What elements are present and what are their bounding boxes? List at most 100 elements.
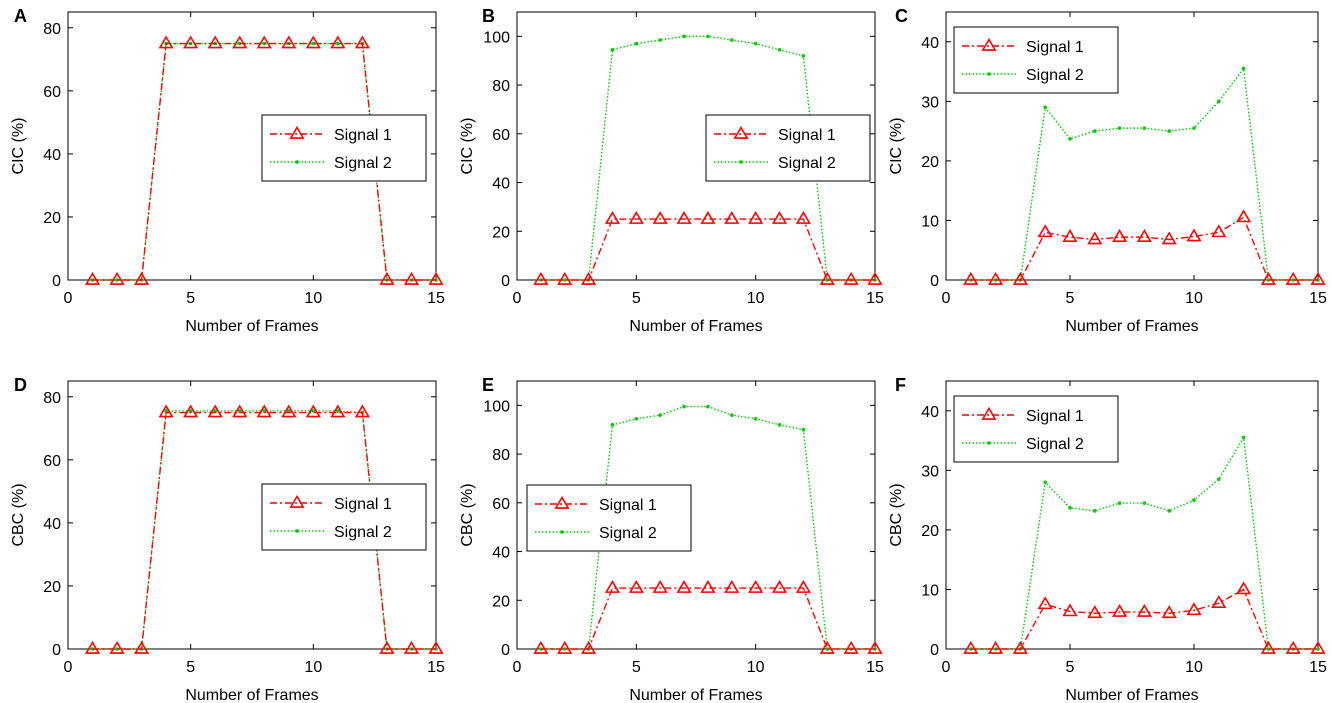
data-point-signal-2	[90, 647, 95, 651]
data-point-signal-1	[533, 640, 549, 654]
y-tick-label: 40	[492, 545, 510, 562]
data-point-signal-1	[281, 404, 297, 418]
data-point-signal-2	[1266, 647, 1271, 651]
data-point-signal-1	[1136, 603, 1152, 617]
data-point-signal-1	[581, 271, 597, 285]
legend-label-signal-2: Signal 2	[334, 155, 392, 172]
data-point-signal-1	[652, 580, 668, 593]
x-tick-label: 10	[747, 659, 765, 676]
data-point-signal-1	[1310, 640, 1326, 654]
data-point-signal-2	[634, 41, 639, 46]
data-point-signal-1	[604, 211, 621, 224]
data-point-signal-1	[819, 271, 835, 285]
y-tick-label: 40	[43, 516, 61, 533]
data-point-signal-1	[109, 271, 125, 285]
data-point-signal-1	[1211, 224, 1227, 238]
data-point-signal-1	[232, 35, 248, 49]
y-tick-label: 80	[492, 447, 510, 464]
data-point-signal-1	[676, 580, 692, 593]
chart-panel-f: F 0 5 10 15 0 10 20 30 40 Number of Frames CBC (%) S…	[888, 375, 1327, 703]
y-tick-label: 40	[43, 147, 61, 164]
data-point-signal-1	[676, 211, 692, 224]
y-tick-label: 0	[930, 273, 939, 290]
x-tick-label: 5	[1066, 290, 1075, 307]
y-axis-label: CBC (%)	[10, 483, 27, 546]
legend-label-signal-1: Signal 1	[334, 127, 392, 144]
data-point-signal-2	[825, 647, 830, 651]
legend-marker-signal-2	[739, 160, 743, 164]
y-tick-label: 60	[492, 127, 510, 144]
data-point-signal-1	[652, 211, 668, 224]
data-point-signal-1	[771, 580, 788, 593]
legend-marker-signal-1	[554, 495, 570, 509]
data-point-signal-2	[115, 647, 119, 651]
panel-letter: C	[895, 6, 908, 26]
data-point-signal-1	[428, 640, 444, 654]
data-point-signal-2	[1117, 126, 1122, 130]
legend-box	[953, 395, 1119, 463]
x-tick-label: 0	[64, 659, 73, 676]
data-point-signal-1	[1236, 581, 1252, 595]
legend-marker-signal-2	[987, 72, 991, 76]
data-point-signal-2	[562, 278, 567, 282]
data-point-signal-2	[115, 278, 119, 282]
data-point-signal-2	[682, 404, 686, 409]
data-point-signal-1	[771, 211, 788, 224]
legend: Signal 1 Signal 2	[261, 483, 427, 551]
y-axis-label: CBC (%)	[888, 483, 905, 546]
legend: Signal 1 Signal 2	[261, 114, 427, 182]
data-point-signal-2	[873, 278, 877, 282]
legend: Signal 1 Signal 2	[526, 484, 692, 552]
legend: Signal 1 Signal 2	[953, 395, 1119, 463]
y-axis-label: CIC (%)	[10, 118, 27, 175]
x-tick-label: 15	[1309, 659, 1327, 676]
y-tick-label: 0	[930, 642, 939, 659]
y-tick-label: 10	[921, 213, 939, 230]
y-tick-label: 20	[492, 593, 510, 610]
data-point-signal-1	[819, 640, 835, 654]
data-point-signal-1	[1260, 640, 1276, 654]
legend-marker-signal-1	[289, 125, 305, 139]
y-tick-label: 20	[43, 210, 61, 227]
chart-panel-b: B 0 5 10 15 0 20 40 60 80 100 Number of Frames CIC (…	[459, 6, 884, 335]
data-point-signal-2	[1093, 129, 1097, 133]
data-point-signal-1	[1236, 209, 1252, 223]
data-point-signal-1	[1112, 603, 1128, 617]
data-point-signal-1	[158, 404, 174, 418]
data-point-signal-2	[610, 47, 615, 52]
data-point-signal-1	[256, 404, 272, 418]
x-tick-label: 0	[513, 659, 522, 676]
y-tick-label: 60	[43, 453, 61, 470]
legend-label-signal-2: Signal 2	[778, 155, 836, 172]
data-point-signal-1	[988, 640, 1004, 654]
y-tick-label: 80	[43, 390, 61, 407]
data-point-signal-1	[1062, 229, 1078, 242]
x-tick-label: 5	[186, 659, 195, 676]
legend-marker-signal-1	[981, 37, 997, 51]
data-point-signal-1	[1186, 602, 1202, 616]
legend-label-signal-1: Signal 1	[778, 127, 836, 144]
data-point-signal-2	[993, 647, 998, 651]
panel-letter: B	[482, 6, 495, 26]
data-point-signal-2	[1142, 501, 1147, 505]
data-point-signal-1	[867, 640, 883, 654]
data-point-signal-1	[1087, 231, 1103, 245]
legend-box	[953, 26, 1119, 94]
data-point-signal-1	[379, 271, 395, 285]
legend-label-signal-1: Signal 1	[599, 497, 657, 514]
data-point-signal-1	[1012, 640, 1028, 654]
data-point-signal-2	[1043, 105, 1047, 110]
data-point-signal-2	[730, 413, 734, 417]
data-point-signal-1	[84, 271, 101, 285]
data-point-signal-2	[1316, 647, 1320, 651]
data-point-signal-2	[706, 34, 710, 39]
legend-label-signal-2: Signal 2	[1026, 67, 1084, 84]
y-axis-label: CBC (%)	[459, 483, 476, 546]
data-point-signal-2	[682, 34, 686, 39]
y-tick-label: 40	[492, 176, 510, 193]
legend-marker-signal-1	[981, 406, 997, 420]
x-axis-label: Number of Frames	[185, 687, 318, 703]
data-point-signal-2	[1192, 498, 1196, 502]
data-point-signal-1	[1211, 595, 1227, 608]
data-point-signal-1	[330, 35, 346, 49]
